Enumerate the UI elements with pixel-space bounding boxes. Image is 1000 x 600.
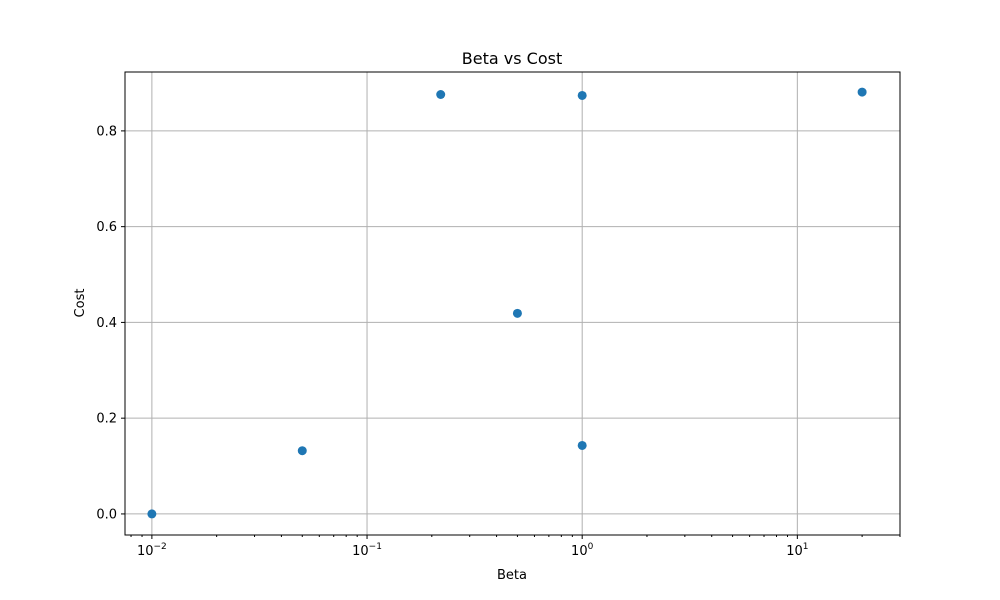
chart-title: Beta vs Cost — [462, 49, 562, 68]
y-axis-label: Cost — [73, 289, 88, 318]
y-tick-label: 0.0 — [96, 507, 117, 522]
x-tick-base: 10 — [352, 544, 369, 559]
x-tick-label: 100 — [571, 542, 594, 559]
x-axis-ticks: 10−2 10−1 100 101 — [137, 535, 808, 559]
x-tick-label: 10−1 — [352, 542, 382, 559]
x-tick-base: 10 — [571, 544, 588, 559]
data-point — [436, 90, 446, 100]
grid-lines — [125, 72, 900, 535]
y-tick-label: 0.6 — [96, 220, 117, 235]
plot-frame — [124, 71, 901, 536]
x-tick-exponent: −1 — [369, 542, 382, 552]
x-tick-exponent: 0 — [588, 542, 594, 552]
data-point — [577, 440, 587, 450]
y-tick-label: 0.2 — [96, 412, 117, 427]
x-axis-label: Beta — [497, 568, 527, 583]
x-tick-label: 101 — [786, 542, 808, 559]
data-point — [297, 446, 307, 456]
y-tick-label: 0.8 — [96, 124, 117, 139]
x-tick-base: 10 — [786, 544, 803, 559]
y-tick-label: 0.4 — [96, 316, 117, 331]
data-point — [512, 308, 522, 318]
y-axis-ticks: 0.0 0.2 0.4 0.6 0.8 — [96, 124, 125, 522]
data-point — [147, 509, 157, 519]
x-tick-label: 10−2 — [137, 542, 167, 559]
x-tick-exponent: −2 — [154, 542, 167, 552]
data-points — [147, 87, 867, 519]
data-point — [857, 87, 867, 97]
x-tick-exponent: 1 — [803, 542, 809, 552]
data-point — [577, 90, 587, 100]
x-tick-base: 10 — [137, 544, 154, 559]
